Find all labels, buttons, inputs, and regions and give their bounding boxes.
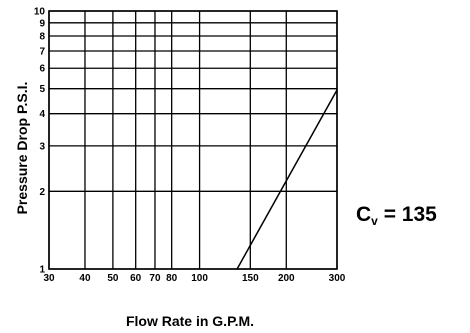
x-axis-label: Flow Rate in G.P.M. [126, 313, 254, 329]
y-tick-label: 1 [39, 265, 45, 276]
curve-layer [236, 89, 338, 270]
y-tick-labels: 1 2 3 4 5 6 7 8 910 [34, 7, 46, 276]
y-tick-label: 4 [39, 109, 45, 120]
x-tick-label: 100 [191, 273, 208, 284]
cv-annotation: Cv = 135 [356, 203, 437, 228]
plot-frame [48, 10, 338, 270]
y-tick-label: 9 [39, 18, 45, 29]
y-tick-label: 3 [39, 141, 45, 152]
x-tick-labels: 30 40 50 60 70 80 100 150 200 300 [43, 273, 345, 284]
y-tick-label: 6 [39, 64, 45, 75]
y-tick-label: 10 [34, 7, 46, 18]
x-tick-label: 200 [278, 273, 295, 284]
y-tick-label: 5 [39, 84, 45, 95]
cv-value: = 135 [377, 203, 437, 226]
x-tick-label: 80 [166, 273, 178, 284]
grid [48, 10, 338, 270]
cv-prefix: C [356, 203, 372, 226]
y-tick-label: 8 [39, 32, 45, 43]
x-tick-label: 70 [149, 273, 161, 284]
x-tick-label: 40 [79, 273, 91, 284]
x-tick-label: 60 [130, 273, 142, 284]
y-axis-label: Pressure Drop P.S.I. [14, 82, 30, 215]
x-tick-label: 150 [242, 273, 259, 284]
y-tick-label: 2 [39, 187, 45, 198]
x-tick-label: 300 [329, 273, 346, 284]
cv-subscript: v [371, 214, 378, 228]
x-tick-label: 30 [43, 273, 55, 284]
y-tick-label: 7 [39, 46, 45, 57]
x-tick-label: 50 [107, 273, 119, 284]
pressure-drop-line [236, 89, 338, 270]
